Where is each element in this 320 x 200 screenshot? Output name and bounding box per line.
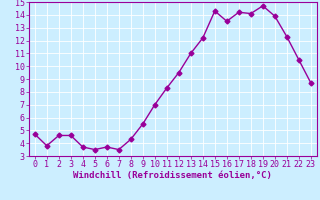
X-axis label: Windchill (Refroidissement éolien,°C): Windchill (Refroidissement éolien,°C) xyxy=(73,171,272,180)
